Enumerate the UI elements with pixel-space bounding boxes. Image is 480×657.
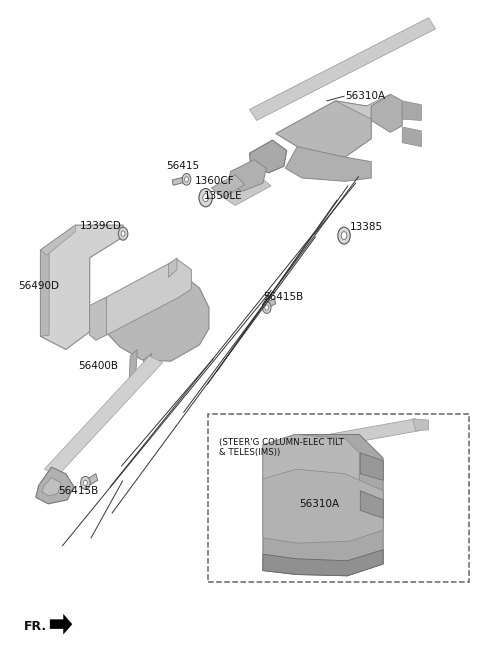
Polygon shape	[265, 298, 276, 309]
Polygon shape	[36, 467, 74, 504]
Polygon shape	[250, 18, 436, 120]
Polygon shape	[285, 147, 371, 181]
Polygon shape	[263, 550, 383, 576]
Polygon shape	[104, 273, 209, 361]
Polygon shape	[90, 297, 107, 340]
Polygon shape	[40, 250, 49, 336]
Polygon shape	[129, 350, 137, 378]
Polygon shape	[276, 101, 371, 157]
Polygon shape	[263, 434, 383, 576]
Text: 56490D: 56490D	[18, 281, 59, 291]
Text: 1350LE: 1350LE	[204, 191, 243, 200]
Polygon shape	[50, 614, 72, 634]
Polygon shape	[223, 178, 271, 206]
Polygon shape	[40, 225, 123, 350]
Text: 56310A: 56310A	[300, 499, 340, 509]
Bar	[207, 413, 469, 582]
Polygon shape	[85, 474, 98, 487]
Text: 56415: 56415	[166, 161, 199, 171]
Polygon shape	[360, 491, 383, 518]
Circle shape	[118, 227, 128, 240]
Text: 56400B: 56400B	[78, 361, 118, 371]
Text: 13385: 13385	[350, 222, 383, 232]
Text: (STEER'G COLUMN-ELEC TILT
& TELES(IMS)): (STEER'G COLUMN-ELEC TILT & TELES(IMS))	[218, 438, 343, 457]
Circle shape	[182, 173, 191, 185]
Polygon shape	[402, 127, 421, 147]
Polygon shape	[172, 177, 186, 185]
Circle shape	[338, 227, 350, 244]
Polygon shape	[250, 140, 287, 173]
Polygon shape	[168, 258, 177, 277]
Circle shape	[265, 305, 269, 310]
Polygon shape	[142, 353, 152, 382]
Polygon shape	[360, 453, 383, 480]
Circle shape	[341, 232, 347, 240]
Polygon shape	[96, 259, 192, 335]
Circle shape	[121, 231, 125, 237]
Circle shape	[84, 480, 87, 486]
Polygon shape	[211, 175, 245, 198]
Text: 56310A: 56310A	[345, 91, 385, 101]
Circle shape	[185, 177, 189, 182]
Polygon shape	[413, 419, 429, 430]
Polygon shape	[336, 95, 390, 119]
Polygon shape	[371, 95, 402, 132]
Text: 56415B: 56415B	[263, 292, 303, 302]
Polygon shape	[402, 101, 421, 120]
Text: 1339CD: 1339CD	[80, 221, 122, 231]
Circle shape	[199, 189, 212, 207]
Text: 56415B: 56415B	[59, 486, 99, 496]
Polygon shape	[40, 225, 75, 255]
Circle shape	[81, 476, 90, 489]
Text: FR.: FR.	[24, 620, 48, 633]
Text: 1360CF: 1360CF	[195, 175, 234, 186]
Polygon shape	[263, 469, 383, 543]
Polygon shape	[42, 478, 61, 496]
Circle shape	[203, 194, 208, 202]
Polygon shape	[291, 419, 420, 453]
Polygon shape	[44, 356, 163, 476]
Polygon shape	[228, 160, 266, 191]
Circle shape	[263, 302, 271, 313]
Polygon shape	[263, 434, 360, 492]
